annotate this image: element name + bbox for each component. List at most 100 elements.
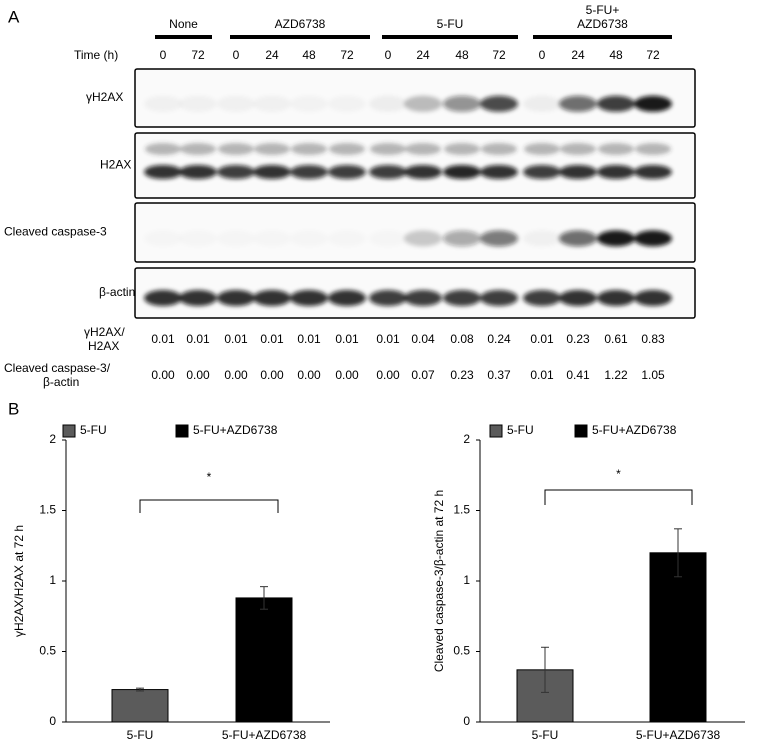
time-tick: 24 xyxy=(571,48,585,62)
band xyxy=(180,143,216,155)
quant-value: 0.00 xyxy=(376,368,400,382)
legend-swatch xyxy=(62,424,76,438)
band xyxy=(523,230,561,247)
quant-value: 0.01 xyxy=(260,332,284,346)
quant-value: 0.23 xyxy=(450,368,474,382)
blot-label: Cleaved caspase-3 xyxy=(4,225,107,239)
band xyxy=(634,290,672,306)
band xyxy=(144,165,182,179)
quant-value: 0.01 xyxy=(530,332,554,346)
blot-bands xyxy=(217,230,672,247)
quant-value: 0.01 xyxy=(530,368,554,382)
time-tick: 72 xyxy=(492,48,506,62)
quant-value: 0.00 xyxy=(186,368,210,382)
y-tick-label: 0 xyxy=(463,714,470,728)
y-axis-label: γH2AX/H2AX at 72 h xyxy=(12,525,26,637)
blot-label: γH2AX xyxy=(86,90,123,104)
group-label: 5-FU xyxy=(437,17,464,31)
y-tick-label: 0 xyxy=(49,714,56,728)
band xyxy=(559,95,597,112)
time-tick: 0 xyxy=(385,48,392,62)
band xyxy=(559,290,597,306)
y-tick-label: 2 xyxy=(49,432,56,446)
band xyxy=(217,230,255,246)
time-tick: 48 xyxy=(609,48,623,62)
band xyxy=(290,290,328,306)
y-tick-label: 1.5 xyxy=(39,503,56,517)
group-bar xyxy=(533,35,672,39)
band xyxy=(480,165,518,179)
legend-label: 5-FU+AZD6738 xyxy=(193,423,278,437)
band xyxy=(597,290,635,306)
band xyxy=(634,230,672,247)
quant-value: 0.00 xyxy=(297,368,321,382)
blot-label: H2AX xyxy=(100,158,131,172)
band xyxy=(597,230,635,247)
quant-label: β-actin xyxy=(43,375,79,389)
time-label: Time (h) xyxy=(74,48,118,62)
band xyxy=(145,143,181,155)
band xyxy=(480,95,518,112)
panel-label: A xyxy=(8,7,20,26)
y-tick-label: 1 xyxy=(49,573,56,587)
quant-label: H2AX xyxy=(88,339,119,353)
quant-value: 0.00 xyxy=(260,368,284,382)
band xyxy=(598,143,634,155)
band xyxy=(328,165,366,179)
legend-swatch xyxy=(175,424,189,438)
quant-value: 0.01 xyxy=(151,332,175,346)
quant-value: 0.24 xyxy=(487,332,511,346)
quant-value: 0.08 xyxy=(450,332,474,346)
x-tick-label: 5-FU+AZD6738 xyxy=(636,728,721,742)
band xyxy=(290,96,328,112)
band xyxy=(523,165,561,179)
band xyxy=(369,165,407,179)
blot-bands xyxy=(144,95,672,112)
y-tick-label: 1 xyxy=(463,573,470,587)
group-bar xyxy=(382,35,518,39)
band xyxy=(290,165,328,179)
blot-label: β-actin xyxy=(99,285,135,299)
group-label: AZD6738 xyxy=(577,17,628,31)
band xyxy=(217,95,255,112)
band xyxy=(443,290,481,306)
band xyxy=(634,95,672,112)
band xyxy=(253,165,291,179)
band xyxy=(635,143,671,155)
band xyxy=(217,290,255,306)
band xyxy=(179,290,217,306)
significance-bracket xyxy=(544,489,693,505)
quant-value: 0.01 xyxy=(186,332,210,346)
time-tick: 0 xyxy=(233,48,240,62)
band xyxy=(328,290,366,306)
y-tick-label: 2 xyxy=(463,432,470,446)
band xyxy=(328,96,366,112)
quant-label: Cleaved caspase-3/ xyxy=(4,361,111,375)
band xyxy=(370,143,406,155)
x-tick-label: 5-FU xyxy=(532,728,559,742)
x-tick-label: 5-FU+AZD6738 xyxy=(222,728,307,742)
group-bar xyxy=(155,35,212,39)
legend-swatch xyxy=(574,424,588,438)
band xyxy=(369,230,407,246)
quant-value: 0.41 xyxy=(566,368,590,382)
band xyxy=(559,230,597,247)
band xyxy=(217,165,255,179)
band xyxy=(291,143,327,155)
legend-swatch xyxy=(489,424,503,438)
quant-value: 0.00 xyxy=(151,368,175,382)
band xyxy=(253,230,291,246)
band xyxy=(329,143,365,155)
group-label: AZD6738 xyxy=(275,17,326,31)
band xyxy=(290,230,328,246)
quant-value: 0.00 xyxy=(224,368,248,382)
time-tick: 0 xyxy=(539,48,546,62)
quant-value: 0.37 xyxy=(487,368,511,382)
time-tick: 72 xyxy=(646,48,660,62)
time-tick: 24 xyxy=(416,48,430,62)
band xyxy=(559,165,597,179)
quant-value: 1.05 xyxy=(641,368,665,382)
quant-value: 0.23 xyxy=(566,332,590,346)
legend-label: 5-FU+AZD6738 xyxy=(592,423,677,437)
